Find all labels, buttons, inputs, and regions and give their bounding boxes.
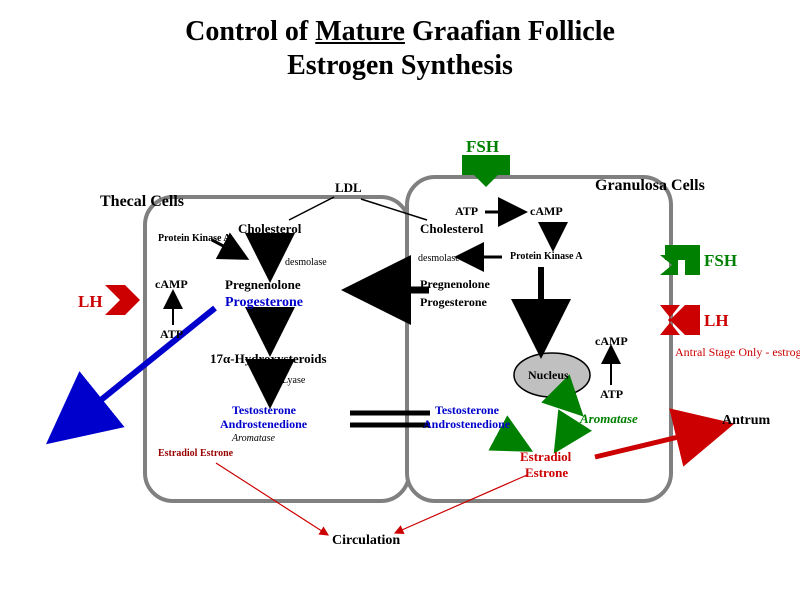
fsh-top-label: FSH bbox=[466, 137, 499, 157]
ldl-label: LDL bbox=[335, 180, 362, 196]
atp-l: ATP bbox=[160, 327, 183, 342]
pregnenolone-r: Pregnenolone bbox=[420, 277, 490, 292]
androstenedione-r: Androstenedione bbox=[423, 417, 510, 432]
antral-note: Antral Stage Only - estrogen induced bbox=[675, 345, 785, 360]
hydroxy-l: 17α-Hydroxysteroids bbox=[210, 351, 327, 367]
page-title: Control of Mature Graafian Follicle Estr… bbox=[0, 15, 800, 82]
camp-r: cAMP bbox=[530, 204, 563, 219]
aromatase-l: Aromatase bbox=[232, 433, 275, 444]
testosterone-r: Testosterone bbox=[435, 403, 499, 418]
androstenedione-l: Androstenedione bbox=[220, 417, 307, 432]
lh-left-label: LH bbox=[78, 292, 103, 312]
desmolase-r: desmolase bbox=[418, 253, 460, 264]
desmolase-l: desmolase bbox=[285, 257, 327, 268]
cholesterol-r: Cholesterol bbox=[420, 221, 483, 237]
camp-l: cAMP bbox=[155, 277, 188, 292]
camp-r2: cAMP bbox=[595, 334, 628, 349]
title-line2: Estrogen Synthesis bbox=[287, 50, 513, 81]
pregnenolone-l: Pregnenolone bbox=[225, 277, 301, 293]
antrum-label: Antrum bbox=[722, 413, 770, 429]
aromatase-r: Aromatase bbox=[580, 411, 638, 427]
granulosa-cells-label: Granulosa Cells bbox=[595, 177, 685, 195]
lyase-l: Lyase bbox=[282, 375, 305, 386]
estradiol-estrone-l: Estradiol Estrone bbox=[158, 448, 233, 459]
atp-r: ATP bbox=[455, 204, 478, 219]
fsh-right-label: FSH bbox=[704, 251, 737, 271]
title-underline: Mature bbox=[315, 16, 405, 47]
circulation-label: Circulation bbox=[332, 533, 400, 549]
lh-receptor-left-icon bbox=[105, 285, 140, 315]
pka-l: Protein Kinase A bbox=[158, 233, 231, 244]
estradiol-r: Estradiol bbox=[520, 449, 571, 465]
thecal-cells-label: Thecal Cells bbox=[100, 193, 160, 211]
pka-r: Protein Kinase A bbox=[510, 251, 583, 262]
title-pre: Control of bbox=[185, 16, 315, 47]
estrone-r: Estrone bbox=[525, 465, 568, 481]
atp-r2: ATP bbox=[600, 387, 623, 402]
cholesterol-l: Cholesterol bbox=[238, 221, 301, 237]
lh-right-label: LH bbox=[704, 311, 729, 331]
progesterone-l: Progesterone bbox=[225, 295, 303, 311]
testosterone-l: Testosterone bbox=[232, 403, 296, 418]
nucleus-label: Nucleus bbox=[528, 368, 569, 383]
progesterone-r: Progesterone bbox=[420, 295, 487, 310]
title-post: Graafian Follicle bbox=[405, 16, 615, 47]
